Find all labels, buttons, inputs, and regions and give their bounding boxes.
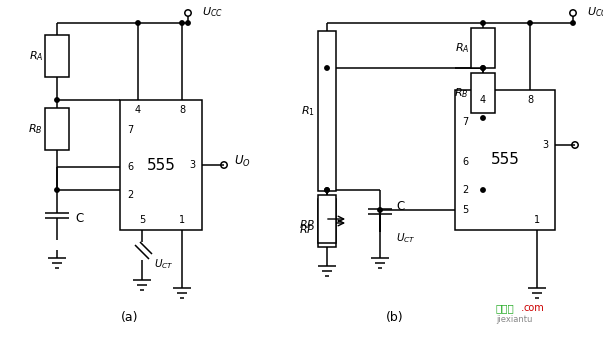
Bar bbox=[45, 35, 69, 77]
Text: $RP$: $RP$ bbox=[298, 223, 315, 235]
Text: $R_A$: $R_A$ bbox=[455, 41, 469, 55]
Circle shape bbox=[481, 188, 485, 192]
Text: $R_B$: $R_B$ bbox=[28, 122, 43, 136]
Text: $U_{CC}$: $U_{CC}$ bbox=[587, 5, 603, 19]
Text: $RP$: $RP$ bbox=[298, 218, 315, 230]
Text: 4: 4 bbox=[480, 95, 486, 105]
Text: .: . bbox=[521, 303, 525, 313]
Text: (b): (b) bbox=[386, 311, 404, 325]
Bar bbox=[318, 31, 336, 191]
Text: 1: 1 bbox=[179, 215, 185, 225]
Text: 5: 5 bbox=[462, 205, 469, 215]
Text: com: com bbox=[524, 303, 545, 313]
Bar bbox=[455, 90, 555, 230]
Text: 8: 8 bbox=[179, 105, 185, 115]
Text: 555: 555 bbox=[147, 157, 175, 173]
Text: jiexiantu: jiexiantu bbox=[496, 315, 532, 325]
Circle shape bbox=[481, 66, 485, 70]
Text: C: C bbox=[75, 213, 83, 225]
Circle shape bbox=[378, 208, 382, 212]
Circle shape bbox=[136, 21, 140, 25]
Text: 555: 555 bbox=[491, 153, 519, 167]
Text: $U_{CT}$: $U_{CT}$ bbox=[396, 231, 415, 245]
Bar bbox=[318, 199, 336, 247]
Text: (a): (a) bbox=[121, 311, 139, 325]
Circle shape bbox=[55, 98, 59, 102]
Text: 4: 4 bbox=[135, 105, 141, 115]
Circle shape bbox=[481, 116, 485, 120]
Circle shape bbox=[325, 188, 329, 192]
Circle shape bbox=[325, 66, 329, 70]
Bar bbox=[318, 195, 336, 243]
Text: C: C bbox=[396, 200, 404, 213]
Circle shape bbox=[481, 66, 485, 70]
Circle shape bbox=[571, 21, 575, 25]
Text: 6: 6 bbox=[127, 162, 133, 172]
Text: 3: 3 bbox=[542, 140, 548, 150]
Text: $R_A$: $R_A$ bbox=[28, 49, 43, 63]
Circle shape bbox=[528, 21, 532, 25]
Text: 3: 3 bbox=[189, 160, 195, 170]
Bar bbox=[471, 73, 495, 113]
Circle shape bbox=[55, 188, 59, 192]
Text: 1: 1 bbox=[534, 215, 540, 225]
Circle shape bbox=[325, 188, 329, 192]
Text: 7: 7 bbox=[462, 117, 469, 127]
Bar bbox=[120, 100, 202, 230]
Circle shape bbox=[186, 21, 190, 25]
Text: 2: 2 bbox=[462, 185, 469, 195]
Bar bbox=[471, 28, 495, 68]
Text: 5: 5 bbox=[139, 215, 145, 225]
Text: $R_B$: $R_B$ bbox=[455, 86, 469, 100]
Text: $U_O$: $U_O$ bbox=[234, 153, 251, 168]
Text: 8: 8 bbox=[527, 95, 533, 105]
Text: 接线图: 接线图 bbox=[496, 303, 515, 313]
Text: $R_1$: $R_1$ bbox=[301, 104, 315, 118]
Circle shape bbox=[180, 21, 184, 25]
Bar bbox=[45, 108, 69, 150]
Text: $U_{CT}$: $U_{CT}$ bbox=[154, 257, 174, 271]
Circle shape bbox=[481, 21, 485, 25]
Text: 2: 2 bbox=[127, 190, 133, 200]
Text: $U_{CC}$: $U_{CC}$ bbox=[202, 5, 223, 19]
Text: 6: 6 bbox=[462, 157, 468, 167]
Text: 7: 7 bbox=[127, 125, 133, 135]
